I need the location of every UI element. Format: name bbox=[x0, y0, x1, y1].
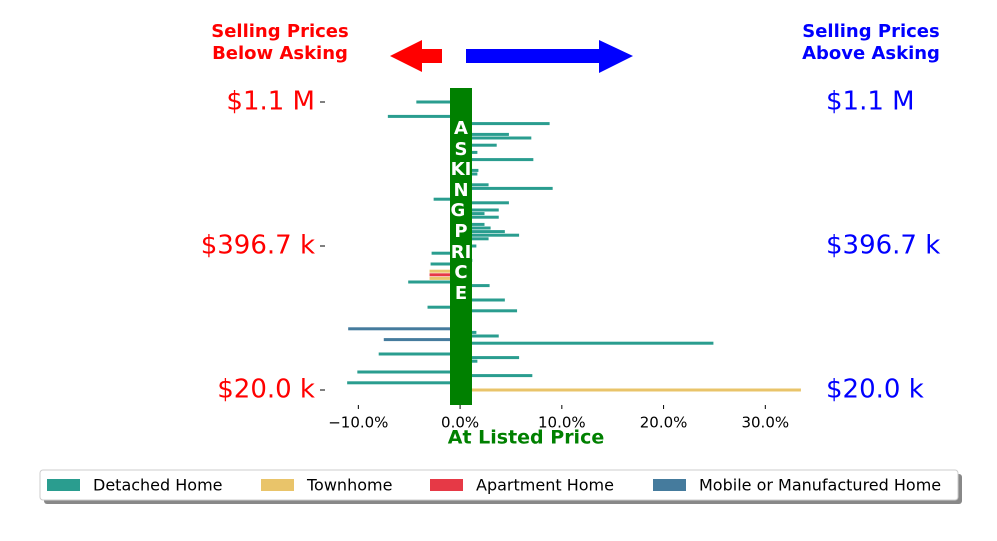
bar bbox=[460, 201, 509, 205]
bar bbox=[357, 370, 461, 374]
asking-band bbox=[450, 88, 472, 405]
legend: Detached Home Townhome Apartment Home Mobil… bbox=[39, 469, 962, 504]
bar bbox=[431, 251, 461, 255]
bar bbox=[460, 212, 485, 216]
bar bbox=[460, 284, 490, 288]
bar bbox=[460, 341, 714, 345]
legend-label: Detached Home bbox=[93, 476, 223, 495]
y-tick-label: $396.7 k bbox=[201, 231, 315, 261]
bar bbox=[460, 183, 489, 187]
y-tick-label: $20.0 k bbox=[217, 375, 315, 405]
legend-swatch bbox=[261, 479, 294, 491]
legend-label: Mobile or Manufactured Home bbox=[699, 476, 941, 495]
bar bbox=[460, 233, 520, 237]
bar bbox=[460, 226, 491, 230]
bar bbox=[460, 237, 489, 241]
legend-frame bbox=[39, 469, 959, 501]
bar bbox=[460, 122, 550, 126]
bar bbox=[460, 215, 499, 219]
x-tick-label: −10.0% bbox=[328, 414, 388, 432]
bar bbox=[460, 143, 497, 147]
y-tick-label-right: $1.1 M bbox=[826, 87, 915, 117]
bar bbox=[460, 158, 534, 162]
band-label: ASKING PRICE bbox=[450, 118, 472, 304]
legend-swatch bbox=[653, 479, 686, 491]
bar bbox=[433, 197, 461, 201]
bar bbox=[460, 388, 801, 392]
legend-label: Apartment Home bbox=[476, 476, 614, 495]
bar bbox=[387, 114, 461, 118]
bar bbox=[460, 356, 520, 360]
bar bbox=[348, 327, 461, 331]
x-axis-label: At Listed Price bbox=[448, 427, 604, 449]
bar bbox=[416, 100, 461, 104]
bar bbox=[427, 305, 461, 309]
x-tick-label: 10.0% bbox=[538, 414, 586, 432]
header: Selling Prices Above Asking bbox=[802, 21, 940, 64]
x-tick-label: 0.0% bbox=[441, 414, 479, 432]
bar bbox=[460, 222, 485, 226]
bar bbox=[460, 309, 518, 313]
x-tick-label: 30.0% bbox=[741, 414, 789, 432]
bar bbox=[460, 208, 499, 212]
left-arrow bbox=[390, 40, 442, 72]
x-tick-label: 20.0% bbox=[640, 414, 688, 432]
bar bbox=[429, 269, 461, 273]
bar bbox=[460, 374, 533, 378]
y-tick-label-right: $396.7 k bbox=[826, 231, 940, 261]
legend-swatch bbox=[47, 479, 80, 491]
y-tick-label-right: $20.0 k bbox=[826, 375, 924, 405]
bar bbox=[460, 230, 505, 234]
bar bbox=[347, 381, 461, 385]
bar bbox=[408, 280, 461, 284]
bar bbox=[460, 136, 532, 140]
bar bbox=[383, 338, 461, 342]
legend-label: Townhome bbox=[306, 476, 392, 495]
bar bbox=[430, 262, 461, 266]
bar bbox=[429, 276, 461, 280]
bar bbox=[460, 132, 509, 136]
bar bbox=[378, 352, 461, 356]
bar bbox=[429, 273, 461, 277]
legend-swatch bbox=[430, 479, 463, 491]
header: Selling Prices Below Asking bbox=[211, 21, 348, 64]
bar bbox=[460, 186, 553, 190]
right-arrow bbox=[466, 40, 633, 73]
y-tick-label: $1.1 M bbox=[226, 87, 315, 117]
bar bbox=[460, 334, 499, 338]
bar bbox=[460, 298, 505, 302]
